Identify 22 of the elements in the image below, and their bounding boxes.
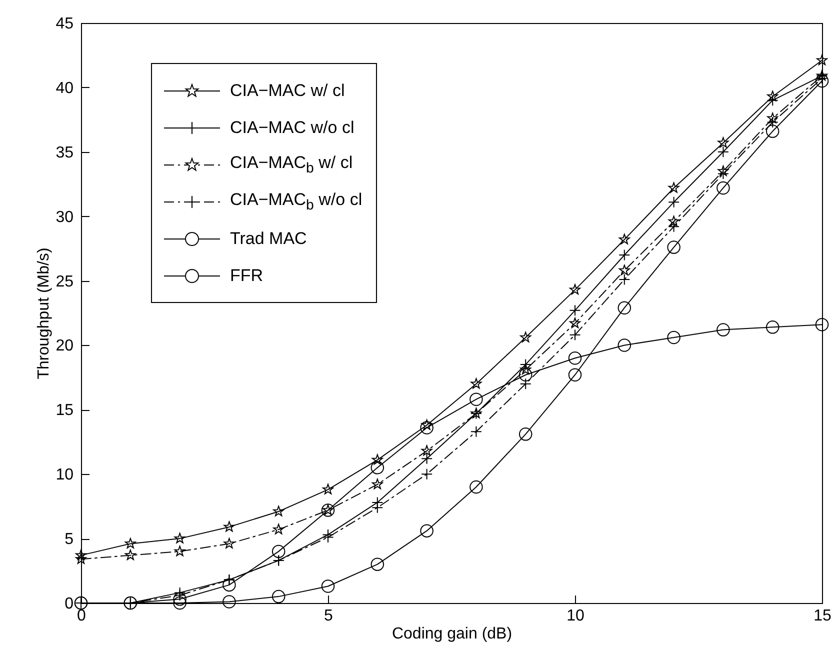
legend-label: CIA−MAC w/ cl [230, 80, 345, 100]
x-axis-title: Coding gain (dB) [392, 626, 512, 642]
y-tick-label: 15 [56, 402, 74, 420]
x-tick-label: 0 [77, 608, 86, 624]
y-tick-label: 30 [56, 208, 74, 226]
x-tick-label: 15 [814, 608, 832, 624]
x-tick-label: 10 [566, 608, 584, 624]
legend-label: FFR [230, 266, 264, 286]
y-tick-label: 45 [56, 16, 74, 32]
legend-label: Trad MAC [230, 228, 307, 248]
legend-label: CIA−MAC$_{b}$ w/ cl [230, 152, 353, 176]
y-tick-label: 40 [56, 80, 74, 97]
y-tick-label: 0 [64, 596, 74, 612]
legend-label: CIA−MAC w/o cl [230, 118, 354, 138]
x-tick-label: 5 [324, 608, 334, 624]
legend-label: CIA−MAC$_{b}$ w/o cl [230, 190, 362, 214]
y-tick-label: 35 [56, 144, 74, 162]
y-tick-label: 5 [64, 531, 74, 548]
y-tick-label: 10 [56, 466, 74, 484]
y-tick-label: 20 [56, 338, 74, 355]
y-tick-label: 25 [56, 273, 74, 290]
y-axis-title: Throughput (Mb/s) [36, 248, 53, 380]
